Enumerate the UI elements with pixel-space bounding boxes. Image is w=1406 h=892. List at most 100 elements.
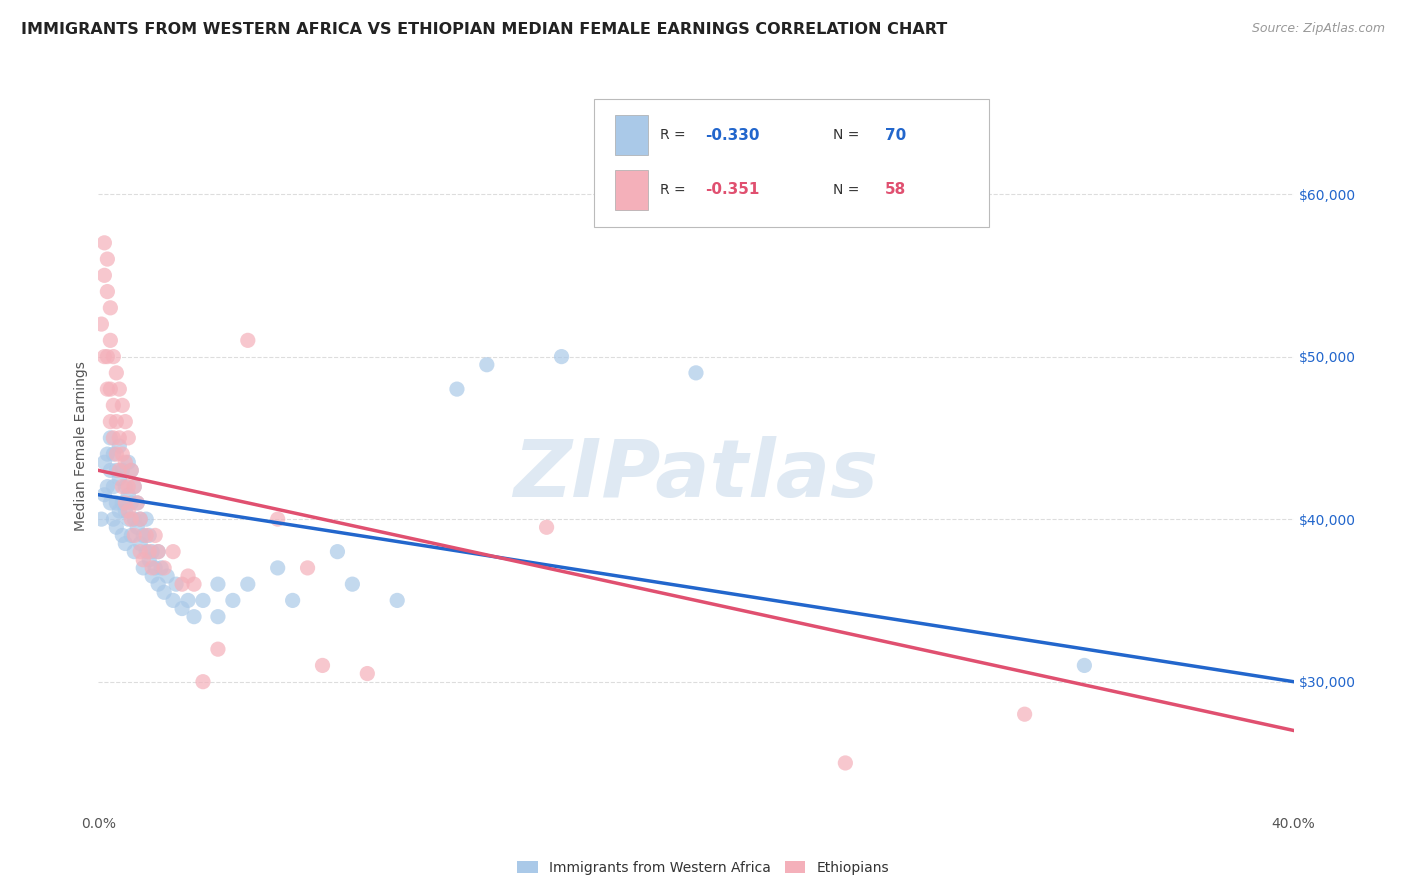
Point [120,463,142,477]
Point [124,512,146,526]
Point [93,235,115,250]
Point [120,528,142,542]
Point [267,561,290,575]
Point [108,382,131,396]
Point [297,561,319,575]
Point [117,431,139,445]
Point [222,593,245,607]
Point [98,496,122,510]
Point [90,512,112,526]
Point [103,431,125,445]
Point [141,561,163,575]
Point [132,553,155,567]
Point [108,504,131,518]
Point [105,496,128,510]
Point [183,577,205,591]
Point [135,544,157,558]
Point [129,512,152,526]
Point [207,642,229,657]
Point [93,455,115,469]
Point [111,480,134,494]
Point [311,658,333,673]
Point [342,577,364,591]
Point [162,593,184,607]
Point [103,480,125,494]
Point [114,504,136,518]
Point [111,528,134,542]
Text: 70: 70 [884,128,905,143]
Point [236,577,259,591]
Point [236,334,259,348]
Point [356,666,378,681]
Point [114,455,136,469]
Text: R =: R = [661,128,690,142]
Point [117,504,139,518]
Point [150,561,173,575]
Text: R =: R = [661,183,690,197]
Point [103,512,125,526]
Point [96,252,118,266]
Point [183,609,205,624]
Point [153,561,176,575]
Point [177,569,200,583]
Point [177,593,200,607]
Point [156,569,179,583]
Point [172,577,194,591]
Point [191,593,214,607]
Point [135,528,157,542]
Bar [614,115,648,155]
Point [114,480,136,494]
Text: -0.351: -0.351 [706,183,759,197]
Point [96,382,118,396]
Point [141,569,163,583]
Point [108,439,131,453]
Point [105,415,128,429]
Point [105,366,128,380]
Point [207,577,229,591]
Point [162,544,184,558]
Y-axis label: Median Female Earnings: Median Female Earnings [75,361,89,531]
Point [114,496,136,510]
Point [117,455,139,469]
Text: ZIPatlas: ZIPatlas [513,436,879,515]
Point [475,358,498,372]
Point [117,512,139,526]
Point [114,536,136,550]
Point [141,544,163,558]
Point [105,520,128,534]
Point [834,756,856,770]
Point [1014,707,1036,722]
Point [165,577,187,591]
Point [120,463,142,477]
Point [446,382,468,396]
Point [108,431,131,445]
Text: 58: 58 [884,183,905,197]
Point [96,350,118,364]
Point [267,512,290,526]
Point [117,488,139,502]
Point [111,463,134,477]
Point [108,471,131,485]
Point [124,528,146,542]
Point [98,334,122,348]
Text: N =: N = [834,128,865,142]
Point [536,520,558,534]
Point [111,398,134,412]
Point [96,447,118,461]
Point [98,301,122,315]
Point [96,285,118,299]
Point [124,480,146,494]
Point [93,488,115,502]
Point [98,382,122,396]
Point [124,480,146,494]
Point [138,528,160,542]
Point [135,512,157,526]
Point [132,528,155,542]
Point [143,561,166,575]
Point [129,536,152,550]
Point [90,317,112,331]
Point [207,609,229,624]
Point [93,350,115,364]
Point [685,366,707,380]
Point [326,544,349,558]
